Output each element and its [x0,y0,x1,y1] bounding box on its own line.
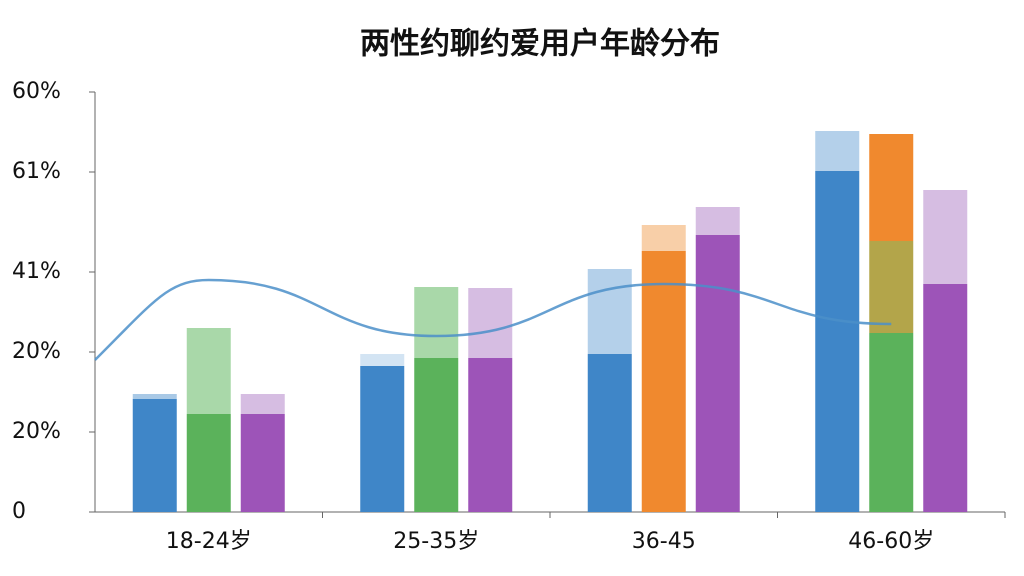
bar-segment [360,366,405,512]
bar-segment [587,354,632,512]
bar-segment [240,394,285,414]
chart-title: 两性约聊约爱用户年龄分布 [360,27,720,62]
bar-segment [869,333,914,512]
y-tick-label: 20% [12,419,61,444]
bar-segment [869,134,914,241]
bar-segment [468,358,513,512]
bar-segment [923,284,968,512]
bar-segment [815,131,860,171]
bar-segment [186,328,231,414]
bar-segment [240,414,285,512]
bar-segment [414,358,459,512]
y-tick-label: 61% [12,159,61,184]
bar-segment [641,225,686,251]
bar-segment [923,190,968,284]
x-tick-label: 46-60岁 [848,529,934,554]
y-tick-label: 20% [12,339,61,364]
bar-segment [132,394,177,399]
x-tick-label: 36-45 [632,529,696,554]
bar-segment [360,354,405,366]
x-tick-label: 25-35岁 [393,529,479,554]
y-tick-label: 60% [12,79,61,104]
y-tick-label: 41% [12,259,61,284]
bar-segment [641,251,686,512]
x-tick-label: 18-24岁 [166,529,252,554]
bar-segment [587,269,632,354]
trend-line [94,278,892,361]
bar-segment [869,241,914,333]
bar-segment [468,288,513,358]
bar-segment [414,287,459,358]
y-tick-label: 0 [12,499,26,524]
bar-segment [695,207,740,235]
bar-segment [815,171,860,512]
bar-segment [695,235,740,512]
bar-segment [132,399,177,512]
bar-segment [186,414,231,512]
